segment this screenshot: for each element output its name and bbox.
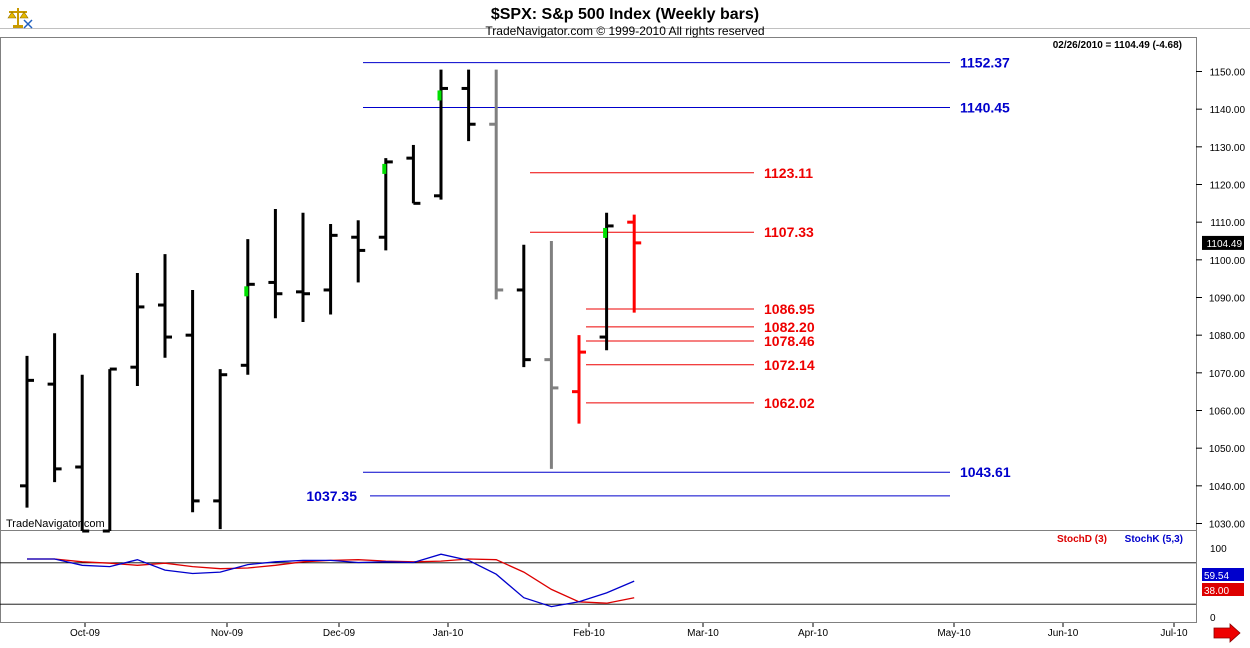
ohlc-bar bbox=[268, 208, 283, 319]
right-arrow-icon[interactable] bbox=[1213, 623, 1241, 643]
last-quote-readout: 02/26/2010 = 1104.49 (-4.68) bbox=[1053, 40, 1182, 51]
ohlc-bar bbox=[47, 333, 62, 483]
y-tick-label: 1030.00 bbox=[1209, 520, 1246, 531]
y-tick-label: 1070.00 bbox=[1209, 369, 1246, 380]
ohlc-bar bbox=[296, 212, 310, 322]
ohlc-bar bbox=[461, 69, 476, 142]
y-tick-label: 1090.00 bbox=[1209, 293, 1246, 304]
ohlc-bar bbox=[406, 144, 421, 205]
y-tick-label: 1050.00 bbox=[1209, 444, 1246, 455]
level-label: 1086.95 bbox=[764, 301, 815, 317]
ohlc-bar bbox=[240, 239, 255, 375]
stochd-last-label: 38.00 bbox=[1204, 586, 1229, 597]
ohlc-bar bbox=[158, 254, 172, 358]
x-tick-label: Mar-10 bbox=[687, 628, 719, 639]
legend-stochd: StochD (3) bbox=[1057, 534, 1107, 545]
scales-icon[interactable] bbox=[7, 8, 33, 29]
level-label: 1043.61 bbox=[960, 464, 1011, 480]
last-price-label: 1104.49 bbox=[1207, 239, 1243, 250]
y-tick-label: 1040.00 bbox=[1209, 482, 1246, 493]
level-label: 1123.11 bbox=[764, 165, 813, 181]
level-label: 1062.02 bbox=[764, 395, 815, 411]
y-tick-label: 1130.00 bbox=[1210, 143, 1246, 154]
chart-title: $SPX: S&p 500 Index (Weekly bars) bbox=[491, 6, 759, 23]
x-tick-label: Jul-10 bbox=[1160, 628, 1188, 639]
ohlc-bar bbox=[599, 212, 614, 351]
stochk-last-label: 59.54 bbox=[1204, 571, 1229, 582]
level-label: 1152.37 bbox=[960, 55, 1010, 71]
x-tick-label: Nov-09 bbox=[211, 628, 244, 639]
level-label: 1072.14 bbox=[764, 357, 815, 373]
x-tick-label: May-10 bbox=[937, 628, 971, 639]
watermark-text: TradeNavigator.com bbox=[6, 518, 105, 530]
ohlc-bar bbox=[102, 367, 117, 533]
ohlc-bar bbox=[75, 374, 90, 533]
ohlc-bar bbox=[516, 244, 531, 368]
ohlc-bar bbox=[323, 224, 338, 315]
y-tick-label: 1140.00 bbox=[1210, 105, 1246, 116]
ohlc-bar bbox=[185, 289, 200, 513]
level-label: 1107.33 bbox=[764, 224, 814, 240]
y-tick-label: 1110.00 bbox=[1210, 218, 1245, 229]
ohlc-bar bbox=[351, 220, 366, 283]
y-tick-label: 1080.00 bbox=[1209, 331, 1246, 342]
stochk-line bbox=[27, 553, 635, 608]
ohlc-bar bbox=[627, 214, 642, 313]
stochastic-panel-frame bbox=[0, 530, 1197, 623]
legend-stochk: StochK (5,3) bbox=[1125, 534, 1183, 545]
ohlc-bar bbox=[20, 355, 34, 508]
y-tick-label: 1150.00 bbox=[1210, 67, 1246, 78]
ohlc-bar bbox=[489, 69, 504, 300]
stochd-last-box bbox=[1202, 583, 1244, 596]
stochk-last-box bbox=[1202, 568, 1244, 581]
last-price-box bbox=[1202, 235, 1244, 250]
stoch-y-label: 100 bbox=[1210, 544, 1227, 555]
x-tick-label: Dec-09 bbox=[323, 628, 356, 639]
level-label: 1078.46 bbox=[764, 333, 815, 349]
x-tick-label: Feb-10 bbox=[573, 628, 605, 639]
level-label: 1082.20 bbox=[764, 319, 815, 335]
ohlc-bar bbox=[378, 158, 393, 251]
x-tick-label: Jun-10 bbox=[1048, 628, 1079, 639]
y-tick-label: 1120.00 bbox=[1210, 180, 1246, 191]
ohlc-bar bbox=[572, 335, 586, 424]
x-tick-label: Apr-10 bbox=[798, 628, 828, 639]
copyright-subtitle: TradeNavigator.com © 1999-2010 All right… bbox=[485, 24, 764, 38]
y-tick-label: 1100.00 bbox=[1210, 256, 1246, 267]
ohlc-bar bbox=[213, 369, 228, 530]
level-label: 1140.45 bbox=[960, 99, 1010, 115]
ohlc-bar bbox=[544, 240, 559, 469]
ohlc-bar bbox=[130, 273, 145, 387]
stoch-y-label: 0 bbox=[1210, 613, 1216, 624]
x-tick-label: Oct-09 bbox=[70, 628, 100, 639]
x-tick-label: Jan-10 bbox=[433, 628, 464, 639]
ohlc-bar bbox=[434, 69, 448, 200]
y-tick-label: 1060.00 bbox=[1209, 406, 1246, 417]
level-label: 1037.35 bbox=[306, 488, 357, 504]
